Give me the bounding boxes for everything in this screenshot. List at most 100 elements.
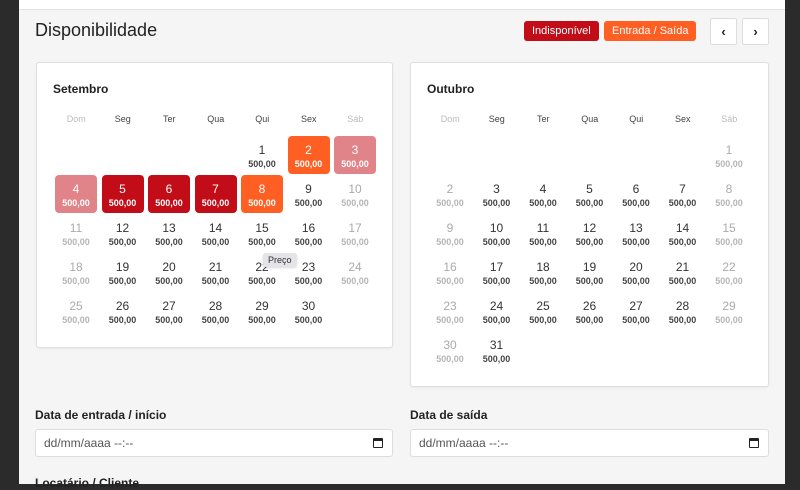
calendar-day[interactable]: 25 500,00 <box>522 292 564 330</box>
calendar-day[interactable]: 18 500,00 <box>55 253 97 291</box>
calendar-day[interactable]: 12 500,00 <box>569 214 611 252</box>
calendar-day[interactable]: 7 500,00 <box>194 175 237 213</box>
day-price: 500,00 <box>341 198 369 208</box>
calendar-day[interactable]: 8 500,00 <box>241 175 283 213</box>
calendar-icon[interactable] <box>749 438 759 448</box>
day-number: 22 <box>722 260 736 274</box>
calendar-day[interactable]: 10 500,00 <box>334 175 376 213</box>
day-number: 8 <box>725 182 733 196</box>
calendar-day[interactable]: 2 500,00 <box>429 175 471 213</box>
day-number: 3 <box>493 182 500 196</box>
day-price: 500,00 <box>108 237 137 247</box>
weekday-header: Sex <box>300 114 317 124</box>
month-name: Outubro <box>427 82 475 96</box>
day-number: 2 <box>305 143 312 157</box>
calendar-day[interactable]: 30 500,00 <box>288 292 330 330</box>
day-price: 500,00 <box>622 237 650 247</box>
calendar-day[interactable]: 22 500,00 <box>708 253 750 291</box>
calendar-day[interactable]: 26 500,00 <box>102 292 144 330</box>
day-number: 16 <box>443 260 457 274</box>
calendar-day[interactable]: 25 500,00 <box>55 292 97 330</box>
page-title: Disponibilidade <box>35 20 158 40</box>
calendar-day[interactable]: 13 500,00 <box>615 214 657 252</box>
day-price: 500,00 <box>575 237 604 247</box>
calendar-september: Setembro Dom Seg Ter Qua Qui Sex Sáb 1 500,00 2 50… <box>36 62 393 348</box>
day-number: 7 <box>679 182 686 196</box>
calendar-day[interactable]: 24 500,00 <box>476 292 518 330</box>
calendar-day[interactable]: 31 500,00 <box>476 331 518 369</box>
calendar-day[interactable]: 23 500,00 <box>288 253 330 291</box>
calendar-day[interactable]: 3 500,00 <box>334 136 376 174</box>
calendar-day[interactable]: 10 500,00 <box>476 214 518 252</box>
calendar-day[interactable]: 1 500,00 <box>708 136 750 174</box>
calendar-day[interactable]: 4 500,00 <box>522 175 564 213</box>
calendar-day[interactable]: 6 500,00 <box>148 175 190 213</box>
calendar-day[interactable]: 5 500,00 <box>101 175 144 213</box>
calendar-day[interactable]: 1 500,00 <box>241 136 283 174</box>
calendar-day[interactable]: 13 500,00 <box>148 214 190 252</box>
day-number: 1 <box>725 143 733 157</box>
chevron-left-icon: ‹ <box>721 24 726 39</box>
calendar-day[interactable]: 19 500,00 <box>569 253 611 291</box>
day-price: 500,00 <box>201 315 230 325</box>
calendar-day[interactable]: 20 500,00 <box>615 253 657 291</box>
calendar-day[interactable]: 2 500,00 <box>287 136 330 174</box>
entry-date-input[interactable]: dd/mm/aaaa --:-- <box>35 429 393 457</box>
calendar-day[interactable]: 5 500,00 <box>569 175 611 213</box>
day-number: 29 <box>255 299 269 313</box>
calendar-day[interactable]: 14 500,00 <box>662 214 704 252</box>
calendar-day[interactable]: 29 500,00 <box>241 292 283 330</box>
day-price: 500,00 <box>436 237 464 247</box>
calendar-day[interactable]: 3 500,00 <box>476 175 518 213</box>
calendar-day[interactable]: 15 500,00 <box>708 214 750 252</box>
day-number: 27 <box>162 299 176 313</box>
calendar-day[interactable]: 14 500,00 <box>195 214 237 252</box>
legend-unavailable: Indisponível <box>524 21 599 41</box>
next-month-button[interactable]: › <box>742 18 769 45</box>
calendar-day[interactable]: 11 500,00 <box>55 214 97 252</box>
calendar-day[interactable]: 20 500,00 <box>148 253 190 291</box>
day-price: 500,00 <box>248 237 276 247</box>
exit-date-input[interactable]: dd/mm/aaaa --:-- <box>410 429 769 457</box>
day-price: 500,00 <box>482 354 511 364</box>
weekday-header: Dom <box>440 114 460 124</box>
calendar-day[interactable]: 19 500,00 <box>102 253 144 291</box>
calendar-day[interactable]: 24 500,00 <box>334 253 376 291</box>
calendar-day[interactable]: 30 500,00 <box>429 331 471 369</box>
calendar-day[interactable]: 11 500,00 <box>522 214 564 252</box>
weekday-header: Seg <box>114 114 131 124</box>
day-price: 500,00 <box>62 237 90 247</box>
day-number: 18 <box>536 260 550 274</box>
calendar-day[interactable]: 21 500,00 <box>662 253 704 291</box>
calendar-day[interactable]: 23 500,00 <box>429 292 471 330</box>
calendar-day[interactable]: 16 500,00 <box>429 253 471 291</box>
calendar-day[interactable]: 18 500,00 <box>522 253 564 291</box>
prev-month-button[interactable]: ‹ <box>710 18 737 45</box>
day-price: 500,00 <box>436 354 464 364</box>
day-number: 4 <box>72 182 80 196</box>
calendar-day[interactable]: 6 500,00 <box>615 175 657 213</box>
calendar-day[interactable]: 7 500,00 <box>662 175 704 213</box>
calendar-day[interactable]: 28 500,00 <box>662 292 704 330</box>
calendar-icon[interactable] <box>373 438 383 448</box>
calendar-day[interactable]: 4 500,00 <box>55 175 97 213</box>
calendar-day[interactable]: 9 500,00 <box>288 175 330 213</box>
calendar-day[interactable]: 17 500,00 <box>334 214 376 252</box>
calendar-day[interactable]: 15 500,00 <box>241 214 283 252</box>
calendar-day[interactable]: 17 500,00 <box>476 253 518 291</box>
calendar-day[interactable]: 21 500,00 <box>195 253 237 291</box>
calendar-day[interactable]: 26 500,00 <box>569 292 611 330</box>
calendar-day[interactable]: 12 500,00 <box>102 214 144 252</box>
calendar-day[interactable]: 8 500,00 <box>708 175 750 213</box>
calendar-day[interactable]: 27 500,00 <box>148 292 190 330</box>
calendar-day[interactable]: 9 500,00 <box>429 214 471 252</box>
calendar-day[interactable]: 27 500,00 <box>615 292 657 330</box>
day-price: 500,00 <box>294 276 323 286</box>
exit-date-placeholder: dd/mm/aaaa --:-- <box>419 436 509 450</box>
day-price: 500,00 <box>622 276 650 286</box>
page: Disponibilidade Indisponível Entrada / S… <box>19 0 785 490</box>
calendar-day[interactable]: 28 500,00 <box>195 292 237 330</box>
day-number: 31 <box>489 338 504 352</box>
calendar-day[interactable]: 16 500,00 <box>288 214 330 252</box>
calendar-day[interactable]: 29 500,00 <box>708 292 750 330</box>
